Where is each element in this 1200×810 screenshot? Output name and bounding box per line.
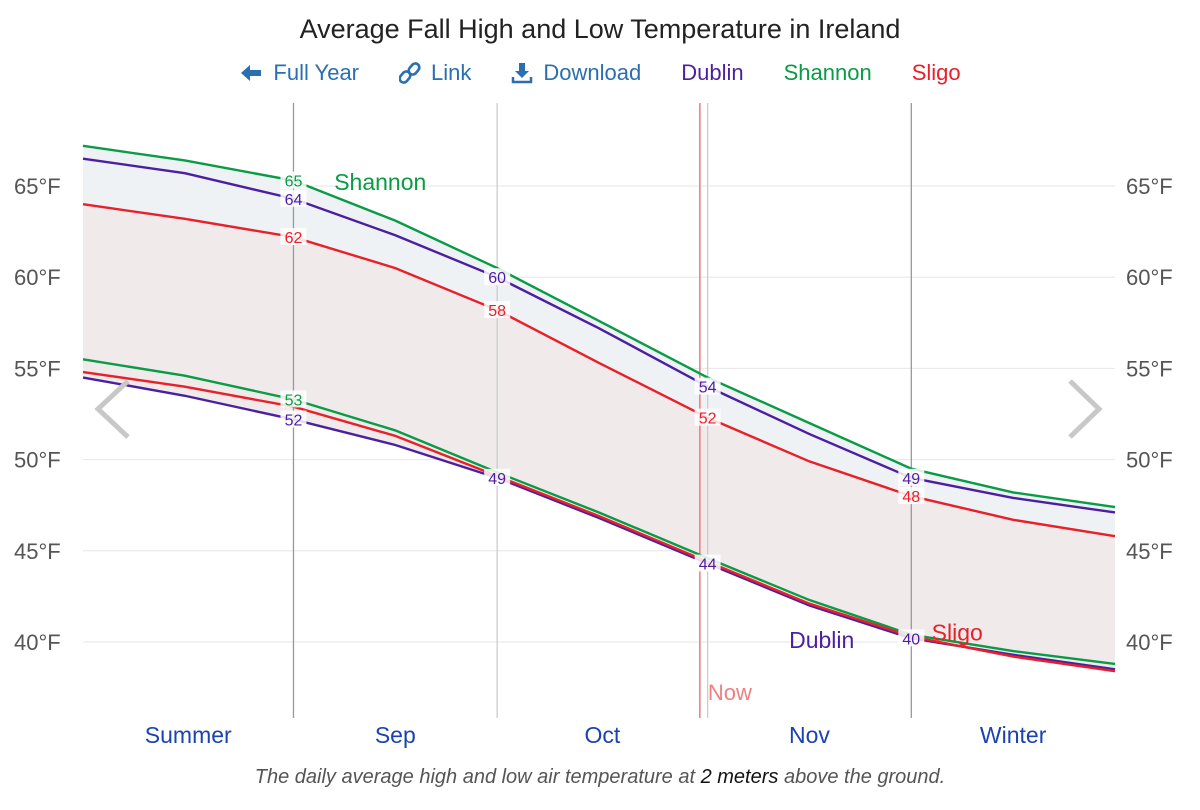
series-annotation-dublin: Dublin <box>789 627 854 653</box>
legend-sligo[interactable]: Sligo <box>911 60 961 85</box>
download-icon <box>512 63 533 84</box>
data-label-bg <box>898 629 925 647</box>
link-button[interactable]: Link <box>399 60 471 86</box>
data-label: 64 <box>285 192 303 209</box>
chevron-left-icon[interactable] <box>94 379 130 439</box>
data-label-bg <box>694 377 721 395</box>
caption-text-end: above the ground. <box>778 766 946 788</box>
toolbar: Full Year Link Download Dublin Shannon S… <box>0 60 1200 86</box>
link-label: Link <box>431 60 472 85</box>
month-label: Winter <box>980 722 1047 748</box>
series-line-shannon-low <box>82 358 1116 666</box>
chevron-right-icon[interactable] <box>1068 379 1103 439</box>
download-label: Download <box>543 60 642 85</box>
data-label: 44 <box>699 557 717 574</box>
y-tick-label-left: 55°F <box>14 356 61 381</box>
chart-title: Average Fall High and Low Temperature in… <box>299 14 901 44</box>
series-line-sligo-low <box>82 370 1116 673</box>
data-label: 52 <box>285 412 303 429</box>
series-annotation-shannon: Shannon <box>334 169 426 195</box>
y-tick-label-left: 65°F <box>14 174 61 199</box>
y-tick-label-right: 45°F <box>1126 539 1173 564</box>
data-label: 49 <box>488 471 506 488</box>
month-label: Sep <box>375 722 416 748</box>
series-line-shannon-high <box>82 144 1116 509</box>
data-label: 48 <box>902 489 920 506</box>
data-label: 53 <box>285 392 303 409</box>
caption-emphasis: 2 meters <box>700 766 779 788</box>
data-label-bg <box>280 410 307 428</box>
download-button[interactable]: Download <box>511 60 641 86</box>
data-label-bg <box>898 468 925 486</box>
month-label: Nov <box>789 722 830 748</box>
data-label-bg <box>280 390 307 408</box>
data-label: 49 <box>902 471 920 488</box>
series-line-dublin-high <box>82 157 1116 514</box>
link-icon <box>399 62 421 84</box>
data-label: 52 <box>699 411 717 428</box>
data-label-bg <box>484 468 511 486</box>
data-label: 54 <box>699 380 717 397</box>
data-label-bg <box>280 228 307 246</box>
data-label-bg <box>898 487 925 505</box>
data-label-bg <box>694 554 721 572</box>
y-tick-label-right: 40°F <box>1126 630 1173 655</box>
series-annotation-sligo: Sligo <box>932 620 983 646</box>
y-tick-label-left: 40°F <box>14 630 61 655</box>
y-tick-label-right: 65°F <box>1126 174 1173 199</box>
legend-shannon[interactable]: Shannon <box>783 60 872 85</box>
data-label: 58 <box>488 303 506 320</box>
chart-caption: The daily average high and low air tempe… <box>0 766 1200 789</box>
data-label: 62 <box>285 230 303 247</box>
data-label-bg <box>484 268 511 286</box>
y-tick-label-left: 45°F <box>14 539 61 564</box>
series-line-sligo-high <box>82 203 1116 538</box>
full-year-button[interactable]: Full Year <box>239 60 359 86</box>
y-tick-label-left: 60°F <box>14 265 61 290</box>
month-label: Summer <box>145 722 232 748</box>
data-label-bg <box>280 189 307 207</box>
now-label: Now <box>708 680 752 705</box>
y-tick-label-right: 50°F <box>1126 448 1173 473</box>
data-label: 60 <box>488 270 506 287</box>
arrow-left-icon <box>241 65 262 81</box>
data-label: 40 <box>902 631 920 648</box>
full-year-label: Full Year <box>273 60 360 85</box>
y-tick-label-left: 50°F <box>14 448 61 473</box>
data-label-bg <box>694 408 721 426</box>
legend-dublin[interactable]: Dublin <box>681 60 744 85</box>
month-label: Oct <box>585 722 621 748</box>
high-range-band <box>83 145 1115 537</box>
data-label-bg <box>280 171 307 189</box>
y-tick-label-right: 55°F <box>1126 356 1173 381</box>
data-label-bg <box>484 301 511 319</box>
low-range-band <box>83 204 1115 672</box>
y-tick-label-right: 60°F <box>1126 265 1173 290</box>
caption-text: The daily average high and low air tempe… <box>254 766 701 788</box>
data-label: 65 <box>285 174 303 191</box>
